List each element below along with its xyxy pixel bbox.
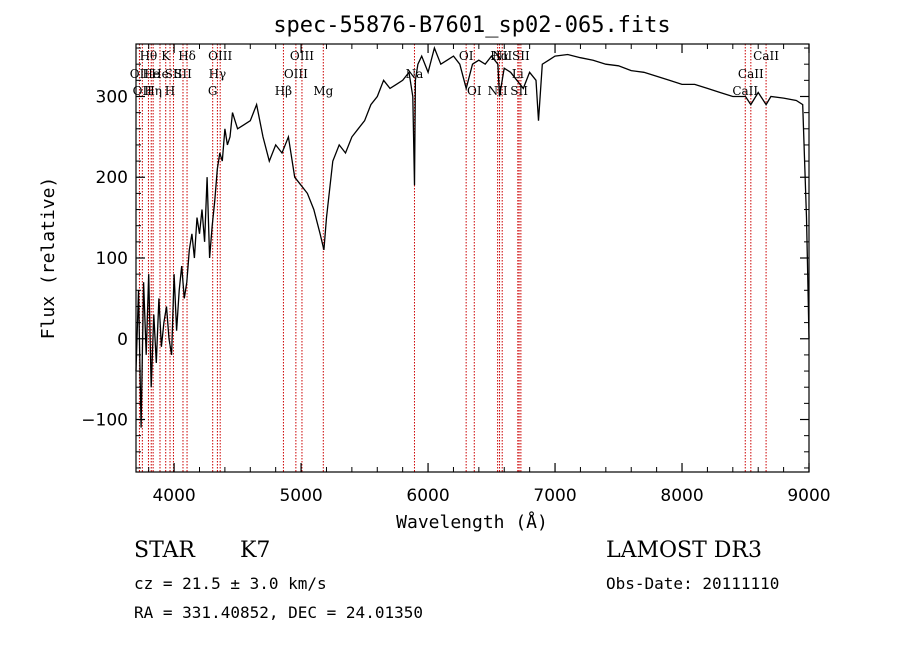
x-tick-label-5000: 5000 <box>279 486 322 506</box>
line-label-11: G <box>208 84 218 98</box>
line-label-13: OIII <box>208 49 232 63</box>
x-tick-label-4000: 4000 <box>152 486 195 506</box>
y-axis-label: Flux (relative) <box>38 177 59 340</box>
line-label-23: NII <box>492 49 512 63</box>
x-tick-label-6000: 6000 <box>406 486 449 506</box>
y-tick-label--100: −100 <box>81 411 128 431</box>
y-tick-label-300: 300 <box>96 87 128 107</box>
x-tick-label-7000: 7000 <box>533 486 576 506</box>
line-label-6: K <box>161 49 171 63</box>
line-label-2: Hθ <box>140 49 158 63</box>
line-label-15: OIII <box>284 67 308 81</box>
y-tick-label-0: 0 <box>117 330 128 350</box>
line-label-7: H <box>165 84 175 98</box>
line-label-4: Hη <box>144 84 162 98</box>
line-label-28: CaII <box>738 67 764 81</box>
line-label-12: Hγ <box>209 67 227 81</box>
x-tick-label-8000: 8000 <box>660 486 703 506</box>
survey-name: LAMOST DR3 <box>606 538 762 563</box>
line-label-9: Hδ <box>178 49 196 63</box>
y-tick-label-100: 100 <box>96 249 128 269</box>
object-class: STAR <box>134 538 195 563</box>
line-label-10: SII <box>174 67 192 81</box>
line-label-14: Hβ <box>275 84 292 98</box>
line-label-1: OII <box>133 84 153 98</box>
y-tick-label-200: 200 <box>96 168 128 188</box>
y-axis-ticks: −100 0 100 200 300 <box>81 47 809 469</box>
line-label-17: Mg <box>313 84 333 98</box>
line-label-20: OI <box>467 84 482 98</box>
line-label-29: CaII <box>753 49 779 63</box>
line-label-25: SII <box>510 84 528 98</box>
line-label-16: OIII <box>290 49 314 63</box>
spectral-line-markers <box>138 44 767 472</box>
flux-series-line <box>135 45 810 428</box>
object-subclass: K7 <box>240 538 271 563</box>
line-label-8: SII <box>165 67 183 81</box>
chart-title: spec-55876-B7601_sp02-065.fits <box>273 13 670 38</box>
x-axis-ticks: 4000 5000 6000 7000 8000 9000 <box>148 44 831 506</box>
line-label-27: CaII <box>732 84 758 98</box>
line-label-0: OII <box>130 67 150 81</box>
x-tick-label-9000: 9000 <box>787 486 830 506</box>
line-label-21: NII <box>488 84 508 98</box>
plot-frame <box>135 43 810 473</box>
observation-date: Obs-Date: 20111110 <box>606 574 780 593</box>
coordinates-readout: RA = 331.40852, DEC = 24.01350 <box>134 603 423 622</box>
x-axis-label: Wavelength (Å) <box>396 511 548 533</box>
line-label-5: He <box>151 67 169 81</box>
line-label-3: He <box>142 67 160 81</box>
line-label-26: SII <box>512 49 530 63</box>
line-label-19: OI <box>459 49 474 63</box>
line-label-24: Li <box>512 67 524 81</box>
redshift-readout: cz = 21.5 ± 3.0 km/s <box>134 574 327 593</box>
